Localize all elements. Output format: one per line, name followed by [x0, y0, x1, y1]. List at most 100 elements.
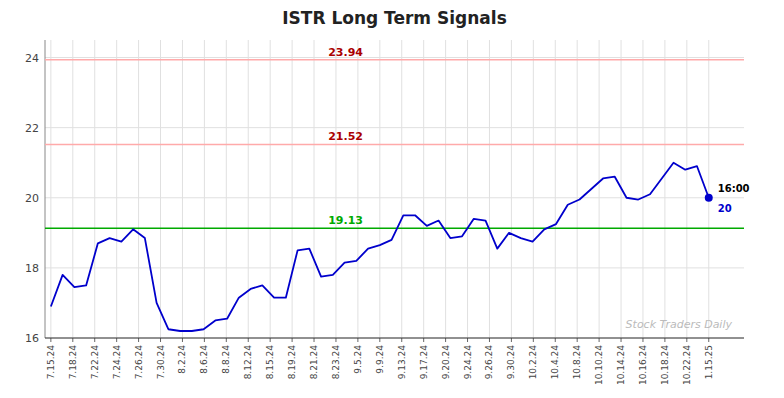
x-tick-label: 7.22.24: [90, 345, 100, 380]
grid-line: [555, 40, 556, 338]
x-tick: [511, 338, 512, 342]
x-tick: [599, 338, 600, 342]
grid-line: [708, 40, 709, 338]
x-tick: [50, 338, 51, 342]
last-label: 16:00: [718, 183, 750, 194]
x-tick-label: 8.2.24: [177, 345, 187, 374]
x-tick-label: 7.15.24: [46, 345, 56, 380]
hline-label: 21.52: [328, 130, 363, 143]
grid-line: [335, 40, 336, 338]
x-tick: [335, 338, 336, 342]
hline: [45, 144, 744, 146]
x-tick-label: 10.22.24: [682, 345, 692, 385]
x-tick: [621, 338, 622, 342]
x-tick: [357, 338, 358, 342]
grid-line: [138, 40, 139, 338]
x-tick: [664, 338, 665, 342]
x-tick-label: 10.16.24: [638, 345, 648, 385]
grid-line: [533, 40, 534, 338]
x-tick: [314, 338, 315, 342]
x-tick: [577, 338, 578, 342]
x-tick-label: 9.26.24: [484, 345, 494, 380]
grid-line: [511, 40, 512, 338]
title: ISTR Long Term Signals: [282, 8, 507, 28]
last-value: 20: [718, 203, 732, 214]
grid-line: [292, 40, 293, 338]
x-tick-label: 10.2.24: [528, 345, 538, 380]
hline: [45, 59, 744, 61]
grid-line: [182, 40, 183, 338]
grid-line: [204, 40, 205, 338]
grid-line: [642, 40, 643, 338]
x-tick-label: 7.18.24: [68, 345, 78, 380]
x-tick-label: 9.5.24: [353, 345, 363, 374]
price-line: [51, 163, 709, 331]
x-tick: [445, 338, 446, 342]
hline-label: 23.94: [328, 46, 363, 59]
grid-line: [357, 40, 358, 338]
x-tick: [292, 338, 293, 342]
x-tick: [94, 338, 95, 342]
x-tick: [708, 338, 709, 342]
grid-line: [314, 40, 315, 338]
grid-line: [445, 40, 446, 338]
x-tick: [270, 338, 271, 342]
grid-line: [50, 40, 51, 338]
grid-line: [160, 40, 161, 338]
x-tick-label: 9.9.24: [375, 345, 385, 374]
grid-line: [45, 197, 744, 198]
grid-line: [94, 40, 95, 338]
grid-line: [72, 40, 73, 338]
x-tick: [226, 338, 227, 342]
y-tick-label: 18: [25, 262, 39, 275]
x-tick-label: 10.8.24: [572, 345, 582, 380]
x-tick: [182, 338, 183, 342]
chart: ISTR Long Term Signals 16 18 20 22 24 7.15.24 7…: [0, 0, 784, 398]
x-tick: [116, 338, 117, 342]
grid-line: [248, 40, 249, 338]
x-axis: [45, 338, 744, 339]
plot-area: [45, 60, 744, 331]
grid-line: [489, 40, 490, 338]
x-tick: [248, 338, 249, 342]
x-tick-label: 9.13.24: [397, 345, 407, 380]
grid-line: [116, 40, 117, 338]
x-tick-label: 9.17.24: [419, 345, 429, 380]
x-tick-label: 9.24.24: [463, 345, 473, 380]
y-tick-label: 22: [25, 122, 39, 135]
grid-line: [45, 127, 744, 128]
x-tick-label: 1.15.25: [704, 345, 714, 379]
x-tick-label: 9.30.24: [506, 345, 516, 380]
x-tick-label: 8.23.24: [331, 345, 341, 380]
x-tick: [686, 338, 687, 342]
x-tick: [467, 338, 468, 342]
y-tick-label: 24: [25, 52, 39, 65]
x-tick: [379, 338, 380, 342]
x-tick: [401, 338, 402, 342]
x-tick-label: 7.30.24: [156, 345, 166, 380]
y-tick-label: 16: [25, 332, 39, 345]
grid-line: [467, 40, 468, 338]
hline: [45, 228, 744, 230]
x-tick: [204, 338, 205, 342]
x-tick-label: 10.18.24: [660, 345, 670, 385]
x-tick-label: 10.10.24: [594, 345, 604, 385]
grid-line: [226, 40, 227, 338]
x-tick: [423, 338, 424, 342]
grid-line: [45, 57, 744, 58]
grid-line: [401, 40, 402, 338]
y-axis: [45, 40, 46, 338]
x-tick: [489, 338, 490, 342]
x-tick-label: 7.26.24: [134, 345, 144, 380]
watermark: Stock Traders Daily: [626, 318, 733, 331]
background: [0, 0, 784, 398]
x-tick-label: 8.8.24: [221, 345, 231, 374]
grid-line: [664, 40, 665, 338]
x-tick-label: 8.15.24: [265, 345, 275, 380]
x-tick: [533, 338, 534, 342]
last-point: [705, 194, 713, 202]
grid-line: [45, 338, 744, 339]
x-tick: [72, 338, 73, 342]
x-tick: [642, 338, 643, 342]
x-tick: [138, 338, 139, 342]
